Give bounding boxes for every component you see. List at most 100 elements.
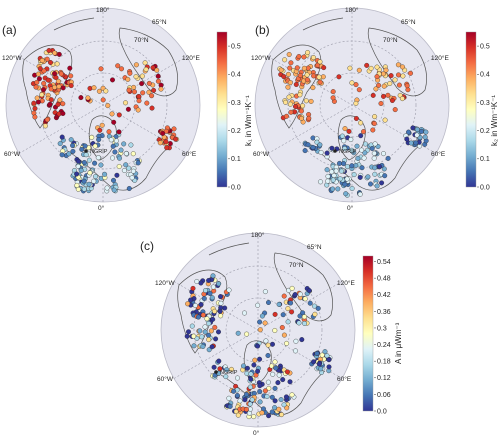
measurement-point [231, 388, 237, 394]
measurement-point [121, 141, 127, 147]
measurement-point [320, 74, 326, 80]
measurement-point [206, 337, 212, 343]
measurement-point [272, 385, 278, 391]
measurement-point [155, 73, 161, 79]
measurement-point [368, 181, 373, 187]
measurement-point [280, 377, 286, 383]
measurement-point [216, 281, 222, 287]
measurement-point [297, 92, 303, 98]
measurement-point [399, 96, 405, 102]
measurement-point [303, 98, 309, 104]
measurement-point [372, 165, 378, 171]
colorbar-tick-label: 0.1 [480, 156, 490, 163]
measurement-point [353, 116, 359, 121]
measurement-point [259, 410, 265, 416]
measurement-point [281, 402, 287, 408]
measurement-point [305, 50, 311, 55]
measurement-point [298, 108, 304, 114]
measurement-point [82, 143, 88, 149]
measurement-point [306, 288, 312, 294]
measurement-point [244, 331, 250, 337]
measurement-point [275, 380, 281, 386]
measurement-point [269, 409, 275, 415]
measurement-point [87, 85, 93, 91]
measurement-point [211, 364, 217, 370]
measurement-point [392, 107, 398, 113]
measurement-point [116, 112, 122, 118]
panel-a: (a) 180° 65°N 70°N 120°W 120°E 60°W 60°E… [2, 6, 253, 212]
measurement-point [209, 295, 215, 301]
measurement-point [202, 324, 208, 330]
measurement-point [284, 113, 289, 119]
measurement-point [293, 338, 299, 344]
ngrip-marker [214, 370, 218, 374]
colorbar-tick-label: 0.18 [377, 359, 391, 366]
measurement-point [363, 141, 368, 147]
measurement-point [191, 343, 197, 349]
measurement-point [348, 137, 354, 142]
measurement-point [89, 134, 95, 140]
colorbar-label-b: k₂ in Wm⁻¹K⁻¹ [490, 95, 499, 146]
measurement-point [395, 62, 401, 68]
colorbar-tick-label: 0.0 [480, 184, 490, 191]
measurement-point [359, 165, 365, 171]
measurement-point [45, 77, 51, 83]
measurement-point [289, 285, 295, 291]
measurement-point [259, 313, 265, 319]
measurement-point [286, 94, 292, 100]
measurement-point [324, 167, 330, 173]
measurement-point [191, 333, 197, 339]
measurement-point [362, 150, 368, 156]
measurement-point [372, 114, 378, 120]
measurement-point [57, 97, 63, 103]
measurement-point [304, 77, 310, 83]
measurement-point [382, 117, 388, 123]
measurement-point [410, 125, 416, 131]
measurement-point [202, 329, 208, 335]
measurement-point [252, 357, 258, 363]
measurement-point [78, 95, 84, 101]
measurement-point [336, 74, 342, 80]
measurement-point [370, 127, 376, 133]
measurement-point [317, 59, 323, 65]
measurement-point [326, 364, 332, 370]
measurement-point [91, 85, 97, 91]
measurement-point [272, 359, 278, 365]
ngrip-marker [333, 149, 337, 153]
measurement-point [288, 60, 294, 66]
measurement-point [337, 160, 342, 166]
measurement-point [218, 313, 224, 319]
measurement-point [235, 330, 241, 336]
measurement-point [123, 100, 128, 106]
colorbar-b: 0.5 0.4 0.3 0.2 0.1 0.0 k₂ in Wm⁻¹K⁻¹ [465, 31, 499, 191]
measurement-point [418, 128, 424, 134]
measurement-point [111, 177, 116, 183]
lat-label-70n: 70°N [383, 36, 398, 44]
measurement-point [374, 64, 380, 70]
measurement-point [249, 397, 255, 403]
measurement-point [74, 171, 80, 177]
measurement-point [70, 143, 76, 148]
measurement-point [257, 399, 263, 405]
lat-label-65n: 65°N [401, 18, 416, 26]
measurement-point [319, 352, 325, 358]
measurement-point [378, 101, 384, 106]
measurement-point [353, 82, 359, 88]
measurement-point [200, 344, 206, 349]
measurement-point [123, 151, 129, 156]
measurement-point [125, 76, 131, 82]
measurement-point [293, 348, 298, 354]
lon-label-0: 0° [98, 204, 105, 212]
lon-label-60e: 60°E [182, 150, 197, 158]
measurement-point [70, 148, 76, 154]
measurement-point [344, 164, 350, 170]
measurement-point [339, 133, 345, 139]
measurement-point [335, 186, 341, 192]
measurement-point [60, 85, 66, 91]
lon-label-60w: 60°W [4, 150, 21, 158]
measurement-point [265, 342, 271, 348]
measurement-point [359, 147, 365, 153]
measurement-point [374, 183, 380, 189]
measurement-point [248, 371, 254, 377]
colorbar-tick-label: 0.12 [377, 375, 391, 382]
